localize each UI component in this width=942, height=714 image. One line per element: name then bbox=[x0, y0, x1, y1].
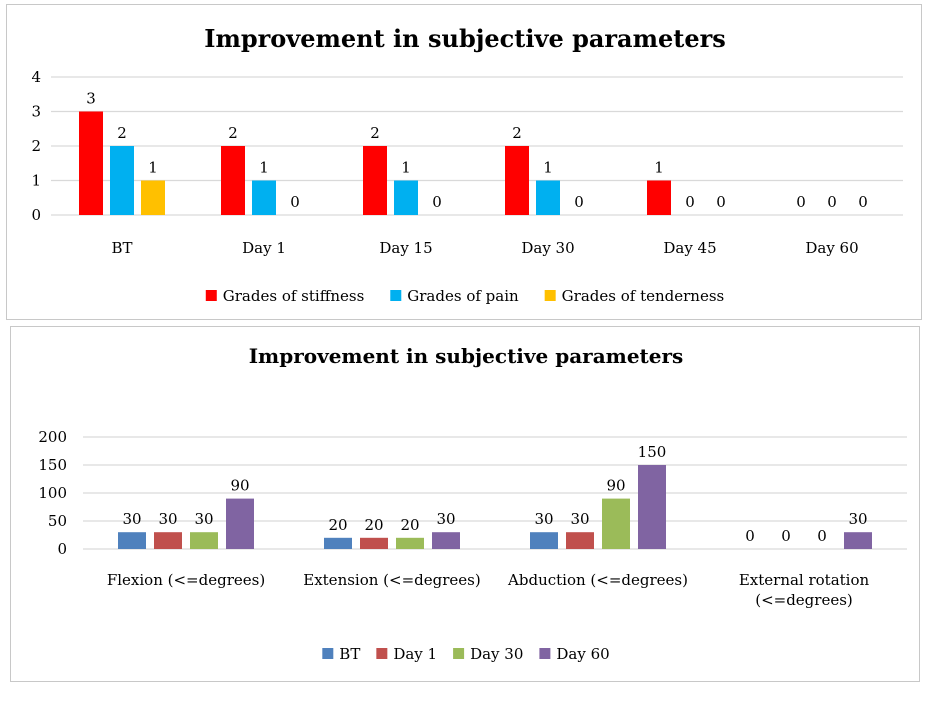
top-chart-data-label: 3 bbox=[86, 90, 96, 108]
top-chart-x-tick-label: Day 60 bbox=[805, 239, 858, 257]
bottom-chart-data-label: 20 bbox=[328, 516, 347, 534]
top-chart-y-tick-label: 1 bbox=[31, 172, 41, 190]
top-chart-x-tick-label: Day 30 bbox=[521, 239, 574, 257]
bottom-chart-data-label: 0 bbox=[817, 527, 827, 545]
top-chart-data-label: 0 bbox=[827, 193, 837, 211]
top-chart-bar bbox=[394, 180, 418, 215]
top-chart-bar bbox=[363, 146, 387, 215]
bottom-chart-data-label: 0 bbox=[781, 527, 791, 545]
top-chart-data-label: 0 bbox=[290, 193, 300, 211]
top-chart-bar bbox=[536, 180, 560, 215]
top-chart-data-label: 0 bbox=[432, 193, 442, 211]
top-chart-data-label: 1 bbox=[401, 159, 411, 177]
bottom-chart-data-label: 150 bbox=[638, 443, 667, 461]
bottom-chart-data-label: 30 bbox=[158, 510, 177, 528]
top-chart-legend-label: Grades of stiffness bbox=[223, 287, 365, 305]
top-chart-data-label: 2 bbox=[117, 124, 127, 142]
bottom-chart-y-tick-label: 50 bbox=[48, 512, 67, 530]
bottom-chart-x-tick-label: Extension (<=degrees) bbox=[303, 571, 480, 589]
top-chart-legend-swatch bbox=[544, 290, 556, 301]
bottom-chart-y-tick-label: 0 bbox=[57, 540, 67, 558]
bottom-chart-legend-swatch bbox=[376, 648, 388, 659]
bottom-chart-y-tick-label: 100 bbox=[38, 484, 67, 502]
bottom-chart-legend-label: Day 60 bbox=[556, 645, 609, 663]
bottom-chart-bar bbox=[602, 498, 630, 549]
top-chart-x-tick-label: Day 1 bbox=[242, 239, 286, 257]
bottom-chart-bar bbox=[566, 532, 594, 549]
top-chart-y-tick-label: 0 bbox=[31, 206, 41, 224]
bottom-chart-data-label: 30 bbox=[848, 510, 867, 528]
chart-panel-bottom: Improvement in subjective parameters 0 50 1… bbox=[10, 326, 920, 682]
top-chart-data-label: 0 bbox=[716, 193, 726, 211]
top-chart-data-label: 0 bbox=[685, 193, 695, 211]
bottom-chart-legend-swatch bbox=[539, 648, 551, 659]
top-chart-data-label: 1 bbox=[148, 159, 158, 177]
bottom-chart-data-label: 20 bbox=[364, 516, 383, 534]
bottom-chart-bar bbox=[432, 532, 460, 549]
top-chart-y-tick-label: 4 bbox=[31, 68, 41, 86]
top-chart-legend-label: Grades of pain bbox=[407, 287, 519, 305]
top-chart-bar bbox=[79, 111, 103, 215]
bottom-chart-legend-label: Day 1 bbox=[393, 645, 437, 663]
top-chart-data-label: 1 bbox=[543, 159, 553, 177]
bottom-chart-data-label: 30 bbox=[122, 510, 141, 528]
bottom-chart-bar bbox=[844, 532, 872, 549]
top-chart-data-label: 2 bbox=[512, 124, 522, 142]
bottom-chart-bar bbox=[190, 532, 218, 549]
chart-top-svg: Improvement in subjective parameters 0 1 2 3… bbox=[31, 24, 903, 305]
top-chart-data-label: 0 bbox=[858, 193, 868, 211]
top-chart-data-label: 1 bbox=[259, 159, 269, 177]
chart-panel-top: Improvement in subjective parameters 0 1 2 3… bbox=[6, 4, 922, 320]
bottom-chart-data-label: 90 bbox=[230, 477, 249, 495]
bottom-chart-data-label: 0 bbox=[745, 527, 755, 545]
bottom-chart-data-label: 30 bbox=[436, 510, 455, 528]
top-chart-bar bbox=[647, 180, 671, 215]
top-chart-title: Improvement in subjective parameters bbox=[204, 24, 726, 53]
bottom-chart-bar bbox=[638, 465, 666, 549]
bottom-chart-y-tick-label: 200 bbox=[38, 428, 67, 446]
top-chart-x-tick-label: Day 15 bbox=[379, 239, 432, 257]
bottom-chart-bar bbox=[226, 498, 254, 549]
top-chart-legend-swatch bbox=[205, 290, 217, 301]
bottom-chart-data-label: 20 bbox=[400, 516, 419, 534]
top-chart-bar bbox=[221, 146, 245, 215]
bottom-chart-bar bbox=[360, 537, 388, 549]
bottom-chart-x-tick-label: (<=degrees) bbox=[755, 591, 853, 609]
bottom-chart-legend-swatch bbox=[453, 648, 465, 659]
top-chart-data-label: 1 bbox=[654, 159, 664, 177]
bottom-chart-x-tick-label: External rotation bbox=[739, 571, 870, 589]
top-chart-bar bbox=[141, 180, 165, 215]
bottom-chart-data-label: 30 bbox=[570, 510, 589, 528]
bottom-chart-legend-label: BT bbox=[339, 645, 360, 663]
bottom-chart-title: Improvement in subjective parameters bbox=[249, 344, 684, 368]
top-chart-data-label: 2 bbox=[228, 124, 238, 142]
top-chart-data-label: 0 bbox=[574, 193, 584, 211]
bottom-chart-legend-swatch bbox=[322, 648, 334, 659]
chart-bottom-svg: Improvement in subjective parameters 0 50 1… bbox=[38, 344, 907, 663]
top-chart-x-tick-label: Day 45 bbox=[663, 239, 716, 257]
bottom-chart-bar bbox=[118, 532, 146, 549]
top-chart-bar bbox=[505, 146, 529, 215]
top-chart-data-label: 0 bbox=[796, 193, 806, 211]
bottom-chart-x-tick-label: Abduction (<=degrees) bbox=[507, 571, 688, 589]
top-chart-legend-swatch bbox=[390, 290, 402, 301]
bottom-chart-x-tick-label: Flexion (<=degrees) bbox=[107, 571, 265, 589]
top-chart-bar bbox=[252, 180, 276, 215]
bottom-chart-bar bbox=[530, 532, 558, 549]
bottom-chart-legend-label: Day 30 bbox=[470, 645, 523, 663]
bottom-chart-bar bbox=[396, 537, 424, 549]
top-chart-bar bbox=[110, 146, 134, 215]
top-chart-legend-label: Grades of tenderness bbox=[562, 287, 725, 305]
top-chart-data-label: 2 bbox=[370, 124, 380, 142]
bottom-chart-bar bbox=[324, 537, 352, 549]
bottom-chart-data-label: 90 bbox=[606, 477, 625, 495]
top-chart-y-tick-label: 2 bbox=[31, 137, 41, 155]
top-chart-y-tick-label: 3 bbox=[31, 103, 41, 121]
bottom-chart-data-label: 30 bbox=[194, 510, 213, 528]
bottom-chart-data-label: 30 bbox=[534, 510, 553, 528]
bottom-chart-bar bbox=[154, 532, 182, 549]
bottom-chart-y-tick-label: 150 bbox=[38, 456, 67, 474]
top-chart-x-tick-label: BT bbox=[111, 239, 132, 257]
